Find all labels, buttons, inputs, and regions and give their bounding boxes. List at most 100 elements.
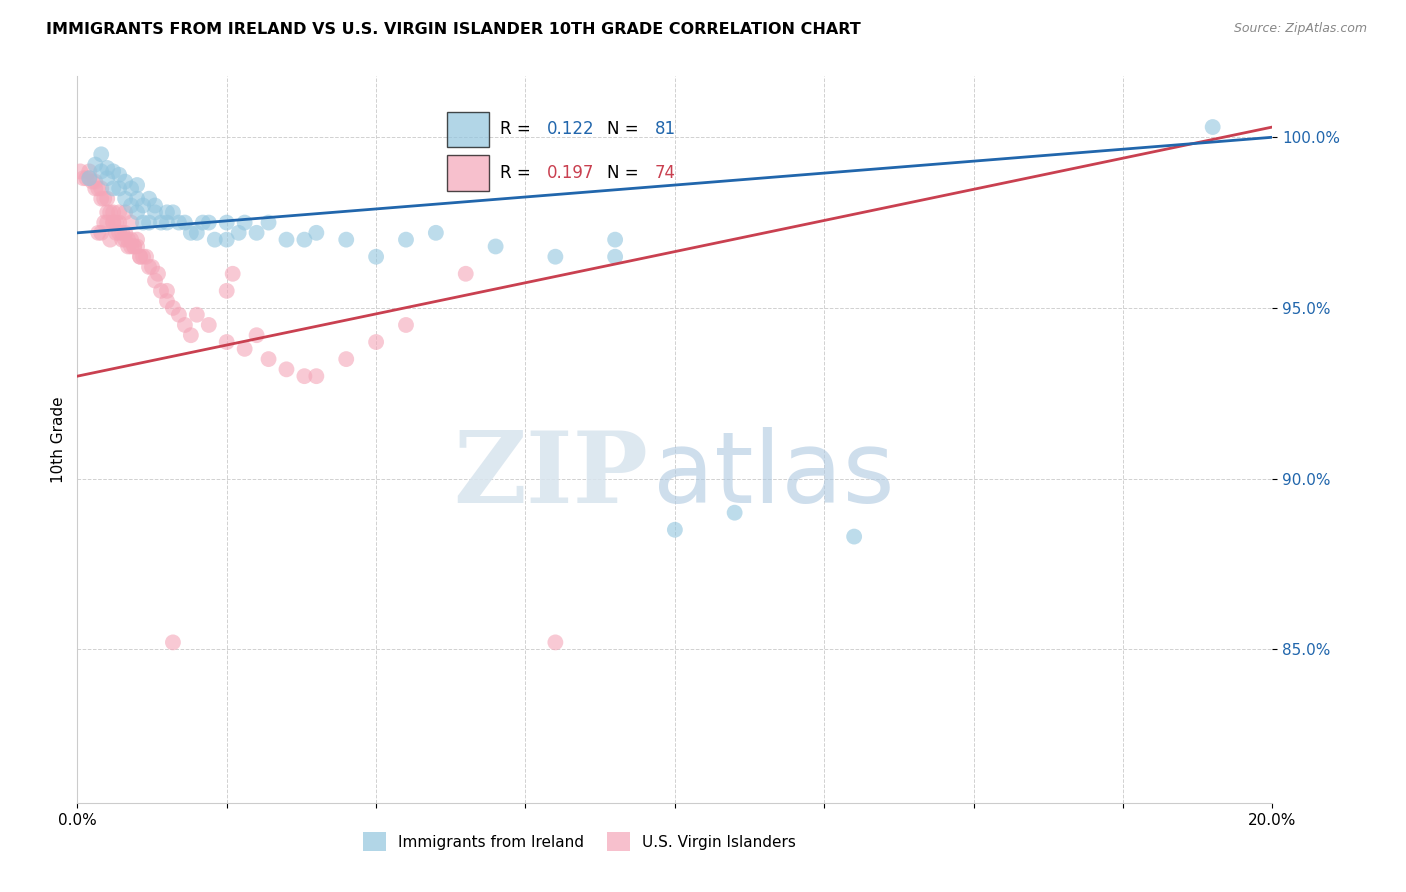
Point	[79, 164, 101, 178]
Point	[79, 171, 101, 186]
Point	[138, 192, 160, 206]
Point	[143, 205, 166, 219]
Point	[156, 294, 179, 309]
Point	[79, 171, 101, 186]
Point	[198, 318, 221, 332]
Point	[117, 233, 139, 247]
Point	[246, 226, 269, 240]
Point	[276, 362, 298, 376]
Point	[84, 157, 107, 171]
Point	[143, 198, 166, 212]
Point	[174, 216, 197, 230]
Point	[305, 369, 328, 384]
Point	[198, 216, 221, 230]
Point	[127, 233, 149, 247]
Point	[180, 226, 202, 240]
Point	[156, 216, 179, 230]
Point	[96, 192, 118, 206]
Point	[167, 216, 190, 230]
Point	[233, 216, 256, 230]
Point	[544, 250, 567, 264]
Point	[96, 161, 118, 175]
Point	[215, 216, 238, 230]
Point	[82, 175, 104, 189]
Point	[84, 181, 107, 195]
Point	[150, 284, 173, 298]
Point	[215, 233, 238, 247]
Point	[90, 181, 112, 195]
Point	[105, 226, 128, 240]
Point	[844, 530, 866, 544]
Point	[117, 239, 139, 253]
Point	[96, 216, 118, 230]
Point	[191, 216, 214, 230]
Point	[103, 216, 124, 230]
Point	[454, 267, 477, 281]
Point	[108, 226, 131, 240]
Point	[605, 250, 627, 264]
Point	[156, 284, 179, 298]
Point	[103, 216, 124, 230]
Point	[335, 233, 357, 247]
Point	[257, 216, 280, 230]
Point	[186, 308, 208, 322]
Point	[150, 216, 173, 230]
Point	[485, 239, 508, 253]
Point	[132, 250, 155, 264]
Point	[132, 198, 155, 212]
Point	[257, 352, 280, 367]
Point	[180, 328, 202, 343]
Point	[111, 226, 134, 240]
Point	[167, 308, 190, 322]
Point	[129, 250, 152, 264]
Point	[69, 164, 91, 178]
Point	[114, 233, 136, 247]
Point	[366, 250, 388, 264]
Point	[120, 181, 142, 195]
Point	[96, 205, 118, 219]
Point	[366, 334, 388, 349]
Point	[98, 233, 121, 247]
Text: atlas: atlas	[654, 427, 896, 524]
Point	[127, 192, 149, 206]
Point	[122, 239, 145, 253]
Point	[84, 175, 107, 189]
Point	[96, 171, 118, 186]
Point	[90, 226, 112, 240]
Point	[156, 205, 179, 219]
Point	[233, 342, 256, 356]
Point	[1202, 120, 1225, 134]
Point	[132, 216, 155, 230]
Point	[120, 233, 142, 247]
Point	[98, 205, 121, 219]
Point	[105, 216, 128, 230]
Point	[228, 226, 250, 240]
Point	[605, 233, 627, 247]
Point	[146, 267, 169, 281]
Point	[108, 168, 131, 182]
Point	[103, 205, 124, 219]
Point	[108, 181, 131, 195]
Point	[108, 216, 131, 230]
Point	[108, 205, 131, 219]
Point	[127, 239, 149, 253]
Point	[127, 205, 149, 219]
Point	[93, 216, 115, 230]
Point	[120, 239, 142, 253]
Point	[395, 233, 418, 247]
Point	[143, 274, 166, 288]
Point	[120, 198, 142, 212]
Point	[222, 267, 245, 281]
Point	[215, 334, 238, 349]
Point	[246, 328, 269, 343]
Point	[135, 250, 157, 264]
Point	[75, 171, 97, 186]
Point	[292, 369, 315, 384]
Point	[122, 239, 145, 253]
Point	[72, 171, 94, 186]
Point	[138, 260, 160, 274]
Point	[114, 226, 136, 240]
Point	[127, 178, 149, 192]
Point	[186, 226, 208, 240]
Point	[90, 164, 112, 178]
